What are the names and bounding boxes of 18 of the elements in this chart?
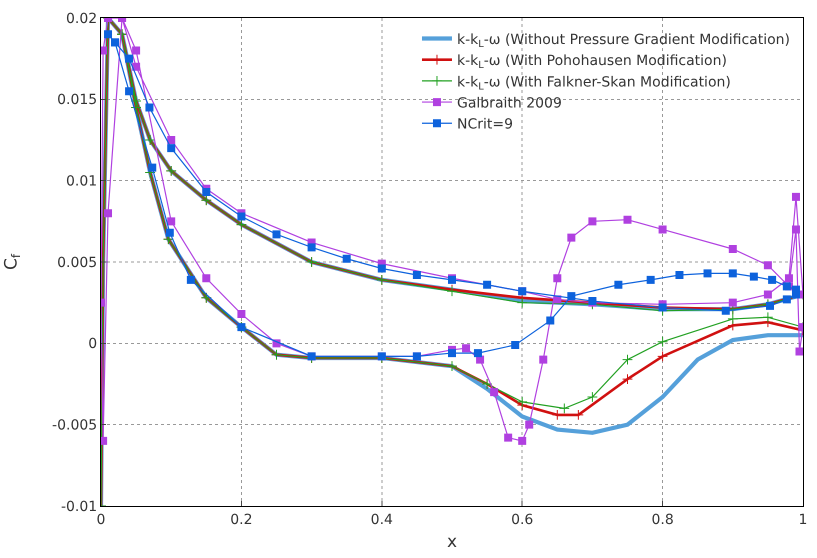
y-tick-label: 0.02 [66,10,98,27]
x-tick-label: 0.2 [230,512,253,528]
y-tick-label: -0.005 [52,418,98,434]
x-tick-label: 1 [798,512,808,528]
x-tick-label: 0.6 [511,512,534,528]
y-tick-label: 0 [88,336,98,352]
legend-label: k-k$_{L}$-ω (With Falkner-Skan Modification) [456,74,731,92]
y-tick-label: 0.015 [57,92,98,108]
x-axis-title: x [446,532,458,552]
legend-label: Galbraith 2009 [456,96,562,112]
x-tick-label: 0.4 [370,512,394,528]
x-tick-label: 0.8 [651,512,674,528]
legend-label: k-k$_{L}$-ω (With Pohohausen Modification) [456,53,727,72]
y-tick-label: 0.005 [57,254,98,271]
legend-label: NCrit=9 [456,116,514,133]
legend-label: k-k$_{L}$-ω (Without Pressure Gradient Modification) [456,32,790,50]
y-tick-label: -0.01 [60,498,98,515]
y-tick-label: 0.01 [66,174,98,190]
